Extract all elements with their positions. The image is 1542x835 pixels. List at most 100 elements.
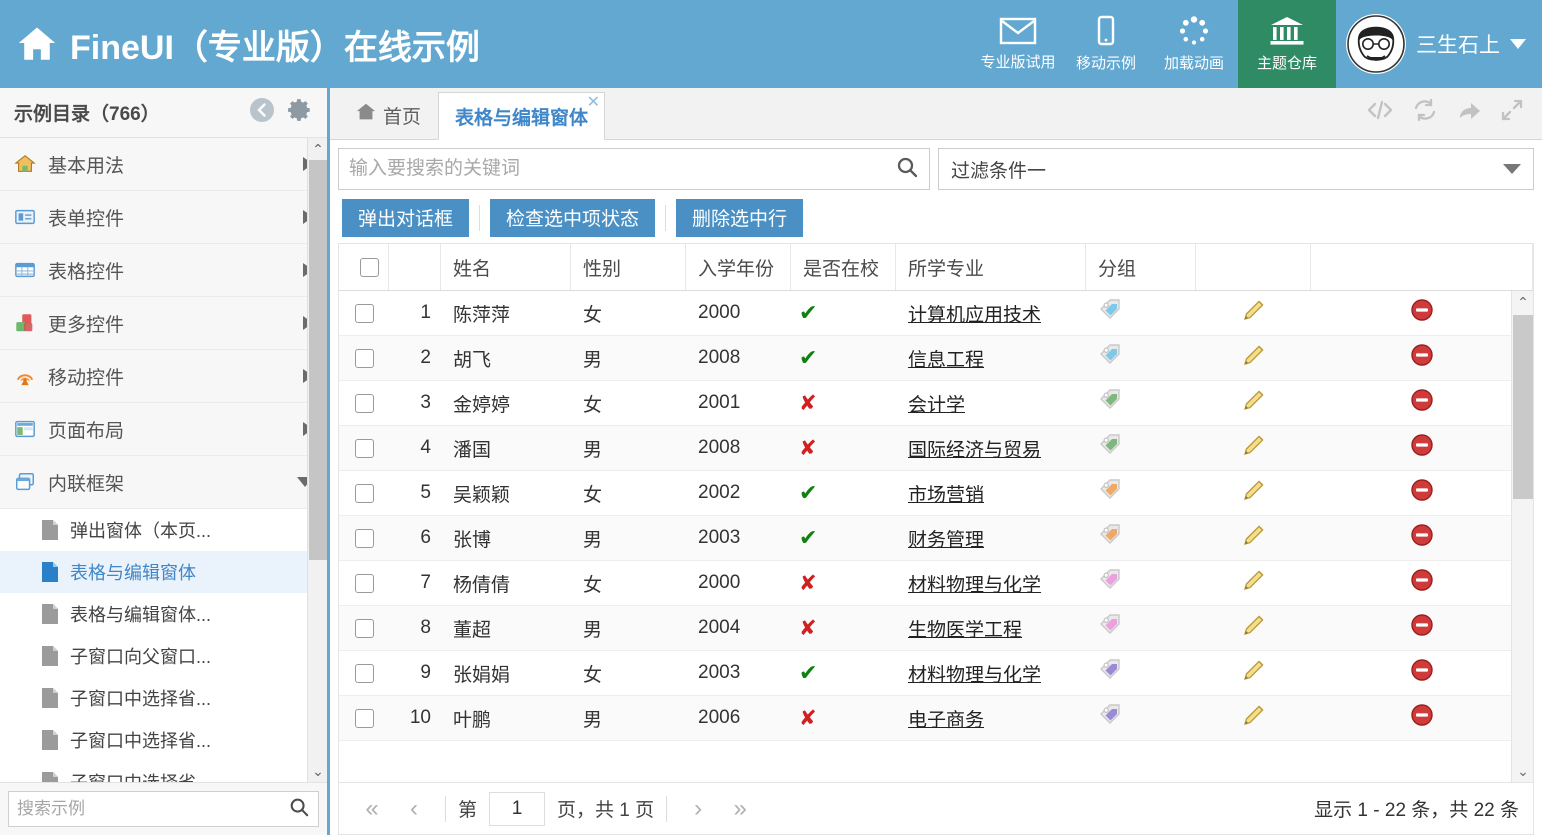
row-delete-cell[interactable] bbox=[1311, 516, 1533, 561]
row-group[interactable] bbox=[1086, 381, 1196, 426]
pencil-icon[interactable] bbox=[1241, 432, 1267, 464]
major-link[interactable]: 电子商务 bbox=[908, 709, 985, 731]
row-edit-cell[interactable] bbox=[1196, 561, 1311, 606]
pencil-icon[interactable] bbox=[1241, 477, 1267, 509]
pencil-icon[interactable] bbox=[1241, 387, 1267, 419]
row-edit-cell[interactable] bbox=[1196, 291, 1311, 336]
row-checkbox[interactable] bbox=[354, 303, 374, 323]
row-delete-cell[interactable] bbox=[1311, 606, 1533, 651]
row-checkbox[interactable] bbox=[354, 438, 374, 458]
delete-circle-icon[interactable] bbox=[1410, 478, 1434, 508]
sidebar-group-basic[interactable]: 基本用法 bbox=[0, 138, 327, 191]
row-delete-cell[interactable] bbox=[1311, 381, 1533, 426]
sidebar-scrollbar[interactable]: ⌃ ⌄ bbox=[307, 138, 327, 782]
sidebar-item-2[interactable]: 表格与编辑窗体... bbox=[0, 593, 327, 635]
sidebar-item-0[interactable]: 弹出窗体（本页... bbox=[0, 509, 327, 551]
share-icon[interactable] bbox=[1456, 98, 1482, 127]
gear-icon[interactable] bbox=[287, 97, 313, 128]
grid-header-major[interactable]: 所学专业 bbox=[896, 244, 1086, 290]
table-row[interactable]: 8 董超 男 2004 ✘ 生物医学工程 bbox=[339, 606, 1533, 651]
row-checkbox[interactable] bbox=[354, 483, 374, 503]
row-delete-cell[interactable] bbox=[1311, 336, 1533, 381]
filter-select[interactable]: 过滤条件一 bbox=[938, 148, 1534, 190]
row-group[interactable] bbox=[1086, 561, 1196, 606]
row-checkbox[interactable] bbox=[354, 573, 374, 593]
tag-icon[interactable] bbox=[1098, 657, 1124, 689]
delete-circle-icon[interactable] bbox=[1410, 613, 1434, 643]
sidebar-group-iframe[interactable]: 内联框架 bbox=[0, 456, 327, 509]
table-row[interactable]: 4 潘国 男 2008 ✘ 国际经济与贸易 bbox=[339, 426, 1533, 471]
major-link[interactable]: 计算机应用技术 bbox=[908, 304, 1042, 326]
row-checkbox-cell[interactable] bbox=[339, 381, 389, 426]
scroll-up-icon[interactable]: ⌃ bbox=[1517, 293, 1529, 310]
tag-icon[interactable] bbox=[1098, 342, 1124, 374]
row-delete-cell[interactable] bbox=[1311, 561, 1533, 606]
delete-circle-icon[interactable] bbox=[1410, 703, 1434, 733]
row-group[interactable] bbox=[1086, 426, 1196, 471]
sidebar-item-5[interactable]: 子窗口中选择省... bbox=[0, 719, 327, 761]
row-checkbox-cell[interactable] bbox=[339, 561, 389, 606]
row-checkbox-cell[interactable] bbox=[339, 336, 389, 381]
row-checkbox[interactable] bbox=[354, 708, 374, 728]
sidebar-scroll-thumb[interactable] bbox=[309, 160, 327, 560]
row-edit-cell[interactable] bbox=[1196, 336, 1311, 381]
grid-header-in-school[interactable]: 是否在校 bbox=[791, 244, 896, 290]
row-major[interactable]: 材料物理与化学 bbox=[896, 561, 1086, 606]
row-edit-cell[interactable] bbox=[1196, 516, 1311, 561]
row-major[interactable]: 国际经济与贸易 bbox=[896, 426, 1086, 471]
row-delete-cell[interactable] bbox=[1311, 651, 1533, 696]
search-input[interactable] bbox=[17, 799, 288, 819]
tag-icon[interactable] bbox=[1098, 612, 1124, 644]
grid-header-select-all[interactable] bbox=[339, 244, 389, 290]
collapse-left-icon[interactable] bbox=[249, 97, 275, 128]
grid-scroll-thumb[interactable] bbox=[1513, 315, 1533, 499]
row-delete-cell[interactable] bbox=[1311, 696, 1533, 741]
row-checkbox[interactable] bbox=[354, 663, 374, 683]
grid-header-group[interactable]: 分组 bbox=[1086, 244, 1196, 290]
sidebar-item-1[interactable]: 表格与编辑窗体 bbox=[0, 551, 327, 593]
major-link[interactable]: 生物医学工程 bbox=[908, 619, 1023, 641]
delete-circle-icon[interactable] bbox=[1410, 388, 1434, 418]
row-delete-cell[interactable] bbox=[1311, 291, 1533, 336]
top-action-trial[interactable]: 专业版试用 bbox=[974, 0, 1062, 88]
sidebar-group-form[interactable]: 表单控件 bbox=[0, 191, 327, 244]
row-group[interactable] bbox=[1086, 606, 1196, 651]
major-link[interactable]: 国际经济与贸易 bbox=[908, 439, 1042, 461]
row-major[interactable]: 信息工程 bbox=[896, 336, 1086, 381]
row-checkbox[interactable] bbox=[354, 618, 374, 638]
pencil-icon[interactable] bbox=[1241, 612, 1267, 644]
row-checkbox-cell[interactable] bbox=[339, 606, 389, 651]
delete-circle-icon[interactable] bbox=[1410, 568, 1434, 598]
row-checkbox[interactable] bbox=[354, 348, 374, 368]
search-input[interactable] bbox=[349, 158, 895, 180]
row-checkbox-cell[interactable] bbox=[339, 651, 389, 696]
delete-circle-icon[interactable] bbox=[1410, 658, 1434, 688]
row-edit-cell[interactable] bbox=[1196, 426, 1311, 471]
row-checkbox[interactable] bbox=[354, 393, 374, 413]
delete-circle-icon[interactable] bbox=[1410, 298, 1434, 328]
row-major[interactable]: 生物医学工程 bbox=[896, 606, 1086, 651]
row-major[interactable]: 计算机应用技术 bbox=[896, 291, 1086, 336]
search-icon[interactable] bbox=[288, 796, 310, 823]
sidebar-item-3[interactable]: 子窗口向父窗口... bbox=[0, 635, 327, 677]
major-link[interactable]: 市场营销 bbox=[908, 484, 985, 506]
table-row[interactable]: 6 张博 男 2003 ✔ 财务管理 bbox=[339, 516, 1533, 561]
row-edit-cell[interactable] bbox=[1196, 471, 1311, 516]
sidebar-group-grid[interactable]: 表格控件 bbox=[0, 244, 327, 297]
top-action-loading[interactable]: 加载动画 bbox=[1150, 0, 1238, 88]
row-checkbox[interactable] bbox=[354, 528, 374, 548]
sidebar-item-6[interactable]: 子窗口中选择省 bbox=[0, 761, 327, 782]
table-row[interactable]: 9 张娟娟 女 2003 ✔ 材料物理与化学 bbox=[339, 651, 1533, 696]
scroll-down-icon[interactable]: ⌄ bbox=[1517, 762, 1529, 779]
tag-icon[interactable] bbox=[1098, 477, 1124, 509]
grid-header-year[interactable]: 入学年份 bbox=[686, 244, 791, 290]
close-icon[interactable]: ✕ bbox=[586, 94, 601, 111]
sidebar-group-mobile[interactable]: 移动控件 bbox=[0, 350, 327, 403]
row-checkbox-cell[interactable] bbox=[339, 471, 389, 516]
check-selection-button[interactable]: 检查选中项状态 bbox=[490, 198, 656, 237]
tag-icon[interactable] bbox=[1098, 432, 1124, 464]
table-row[interactable]: 10 叶鹏 男 2006 ✘ 电子商务 bbox=[339, 696, 1533, 741]
grid-scrollbar[interactable]: ⌃ ⌄ bbox=[1511, 291, 1533, 782]
row-edit-cell[interactable] bbox=[1196, 606, 1311, 651]
sidebar-group-more[interactable]: 更多控件 bbox=[0, 297, 327, 350]
